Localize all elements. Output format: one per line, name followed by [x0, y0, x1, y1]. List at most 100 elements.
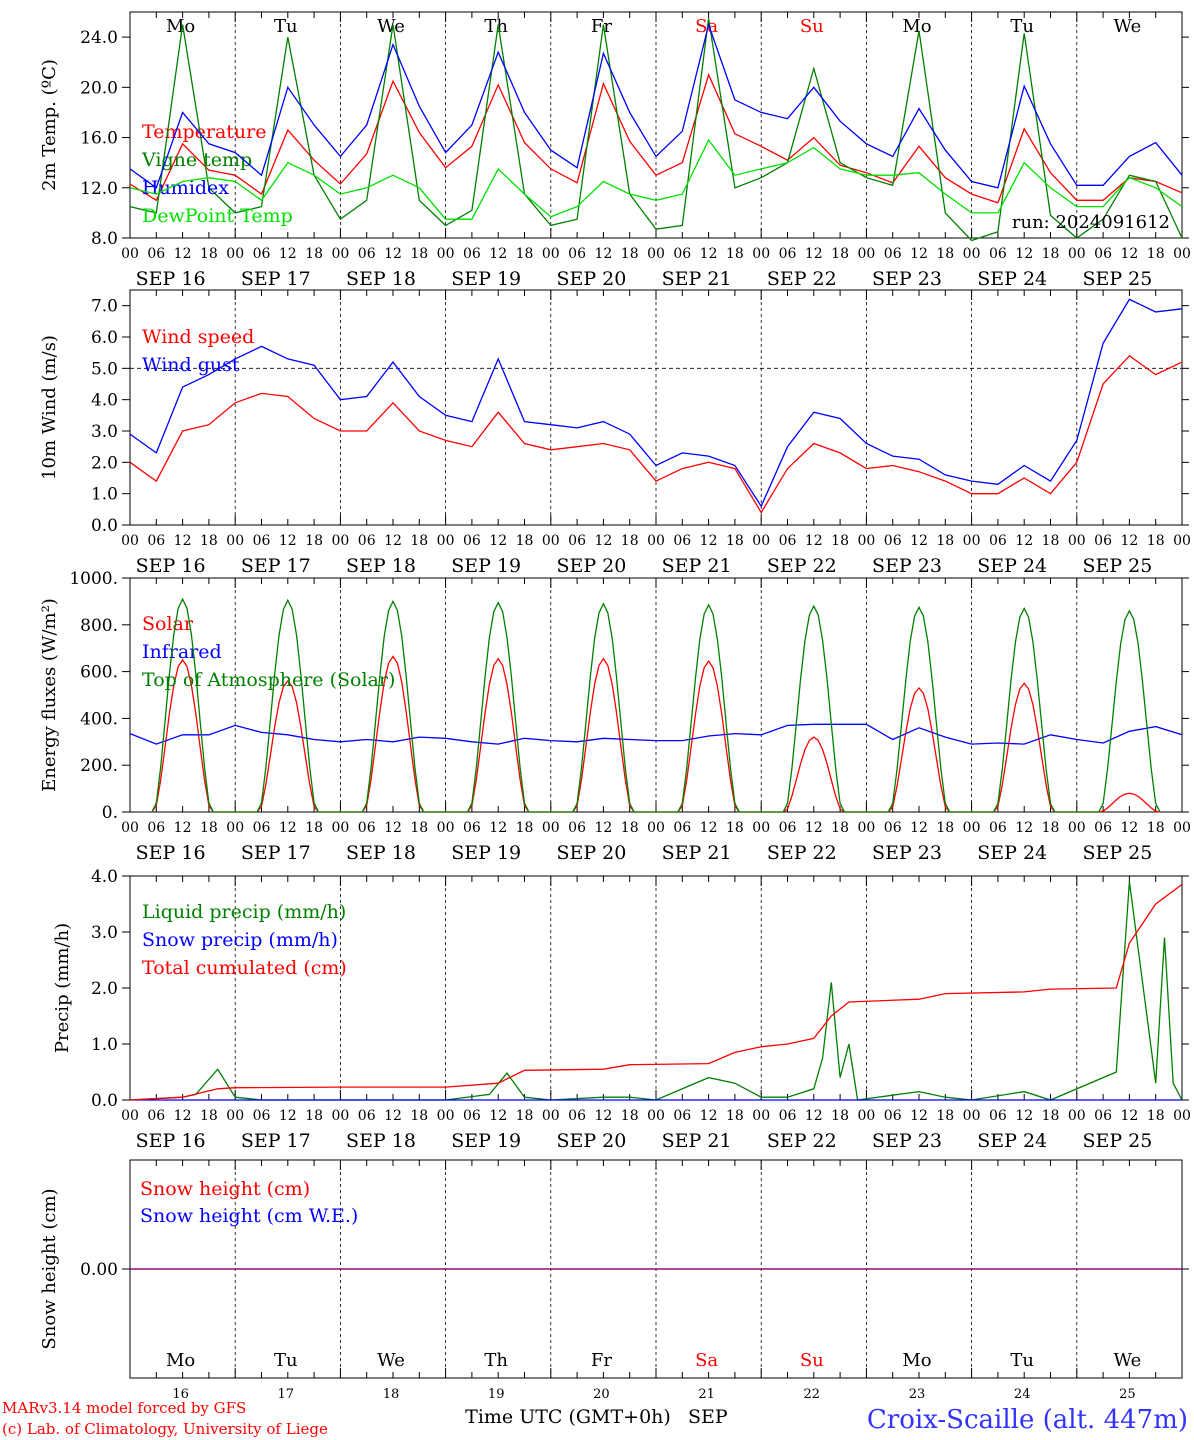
x-hour-label: 06	[147, 246, 165, 262]
x-hour-label: 12	[910, 533, 928, 549]
weekday-label: Fr	[591, 16, 612, 37]
x-date-label: SEP 22	[767, 842, 837, 864]
x-hour-label: 12	[805, 246, 823, 262]
x-hour-label: 12	[1015, 246, 1033, 262]
x-hour-label: 06	[253, 533, 271, 549]
x-hour-label: 12	[805, 1108, 823, 1124]
legend-entry: Snow height (cm W.E.)	[140, 1205, 358, 1227]
x-hour-label: 06	[463, 533, 481, 549]
x-hour-label: 00	[752, 820, 770, 836]
x-date-label: SEP 21	[662, 555, 732, 577]
x-hour-label: 00	[857, 246, 875, 262]
x-date-label: SEP 20	[556, 842, 626, 864]
x-hour-label: 18	[305, 533, 323, 549]
x-hour-label: 12	[1120, 1108, 1138, 1124]
x-date-label: SEP 23	[872, 555, 942, 577]
x-hour-label: 00	[226, 820, 244, 836]
x-hour-label: 18	[831, 820, 849, 836]
x-hour-label: 00	[1173, 820, 1191, 836]
x-hour-label: 06	[779, 533, 797, 549]
y-tick-label: 4.0	[91, 867, 118, 887]
series-line-green	[129, 18, 1183, 242]
x-date-label: SEP 18	[346, 842, 416, 864]
x-hour-label: 00	[647, 533, 665, 549]
x-hour-label: 06	[1094, 246, 1112, 262]
x-hour-label: 00	[542, 1108, 560, 1124]
x-hour-label: 12	[594, 533, 612, 549]
y-tick-label: 400.	[80, 709, 118, 729]
x-hour-label: 12	[1015, 820, 1033, 836]
x-hour-label: 06	[147, 1108, 165, 1124]
x-hour-label: 12	[805, 533, 823, 549]
x-hour-label: 00	[1173, 533, 1191, 549]
x-hour-label: 06	[779, 246, 797, 262]
x-hour-label: 00	[963, 246, 981, 262]
x-hour-label: 00	[437, 820, 455, 836]
x-hour-label: 18	[936, 820, 954, 836]
weekday-label: Th	[484, 1350, 508, 1371]
x-hour-label: 00	[121, 246, 139, 262]
x-hour-label: 06	[358, 246, 376, 262]
x-hour-label: 06	[779, 1108, 797, 1124]
x-date-label: SEP 22	[767, 1130, 837, 1152]
x-hour-label: 00	[542, 533, 560, 549]
weekday-label: Tu	[274, 1350, 298, 1371]
y-tick-label: 1000.	[69, 569, 118, 589]
x-hour-label: 12	[489, 1108, 507, 1124]
weekday-label: We	[377, 16, 405, 37]
x-hour-label: 00	[647, 820, 665, 836]
y-tick-label: 800.	[80, 616, 118, 636]
station-title: Croix-Scaille (alt. 447m)	[867, 1405, 1188, 1435]
x-hour-label: 18	[200, 820, 218, 836]
x-hour-label: 06	[463, 1108, 481, 1124]
x-hour-label: 00	[437, 533, 455, 549]
x-hour-label: 06	[989, 533, 1007, 549]
x-hour-label: 06	[358, 533, 376, 549]
x-hour-label: 18	[516, 1108, 534, 1124]
bottom-month: SEP	[688, 1406, 728, 1428]
y-axis-label: Snow height (cm)	[39, 1188, 60, 1349]
x-hour-label: 18	[200, 246, 218, 262]
x-hour-label: 06	[989, 246, 1007, 262]
x-date-label: SEP 21	[662, 842, 732, 864]
x-hour-label: 00	[963, 1108, 981, 1124]
x-hour-label: 00	[857, 533, 875, 549]
day-number-label: 16	[172, 1387, 189, 1402]
x-hour-label: 06	[673, 246, 691, 262]
x-date-label: SEP 24	[977, 555, 1047, 577]
x-date-label: SEP 16	[136, 268, 206, 290]
x-date-label: SEP 17	[241, 1130, 311, 1152]
x-hour-label: 06	[463, 820, 481, 836]
x-hour-label: 00	[1173, 246, 1191, 262]
x-hour-label: 12	[489, 246, 507, 262]
x-hour-label: 12	[700, 820, 718, 836]
x-hour-label: 00	[121, 820, 139, 836]
x-hour-label: 00	[857, 1108, 875, 1124]
x-hour-label: 00	[331, 1108, 349, 1124]
x-hour-label: 06	[884, 533, 902, 549]
x-hour-label: 06	[989, 820, 1007, 836]
x-hour-label: 00	[542, 246, 560, 262]
x-hour-label: 06	[147, 533, 165, 549]
x-hour-label: 12	[700, 533, 718, 549]
y-tick-label: 0.	[102, 803, 118, 823]
legend-entry: Wind speed	[142, 326, 254, 348]
chart-panel-1: 8.0 12.0 16.0 20.0 24.0 2m Temp. (ºC) 00 06 12 18…	[39, 11, 1191, 290]
x-hour-label: 18	[726, 1108, 744, 1124]
x-hour-label: 00	[1068, 820, 1086, 836]
x-hour-label: 12	[594, 1108, 612, 1124]
y-tick-label: 5.0	[91, 359, 118, 379]
bottom-axis-label: Time UTC (GMT+0h)	[465, 1406, 671, 1428]
y-tick-label: 2.0	[91, 979, 118, 999]
weekday-label: Su	[800, 16, 824, 37]
y-tick-label: 1.0	[91, 1035, 118, 1055]
x-hour-label: 12	[279, 1108, 297, 1124]
x-date-label: SEP 19	[451, 268, 521, 290]
x-hour-label: 18	[1042, 820, 1060, 836]
x-hour-label: 12	[384, 246, 402, 262]
x-hour-label: 06	[358, 1108, 376, 1124]
x-hour-label: 12	[594, 246, 612, 262]
x-hour-label: 12	[700, 1108, 718, 1124]
x-hour-label: 06	[673, 1108, 691, 1124]
x-hour-label: 00	[542, 820, 560, 836]
